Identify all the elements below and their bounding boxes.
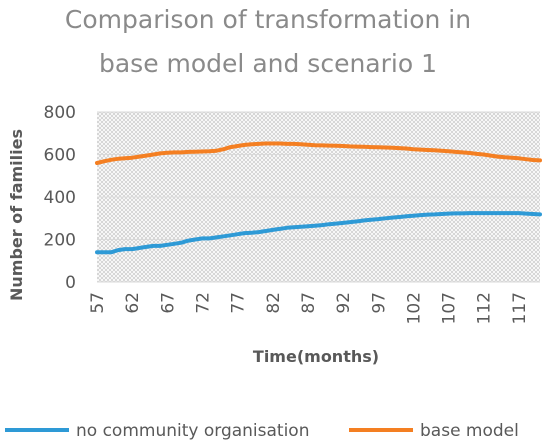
x-tick-label: 77	[229, 292, 249, 314]
x-tick-label: 92	[334, 292, 354, 314]
y-tick-labels: 0 200 400 600 800	[44, 103, 76, 293]
chart-title-line-1: Comparison of transformation in	[65, 5, 471, 34]
chart-title-line-2: base model and scenario 1	[99, 49, 437, 78]
y-tick-label: 0	[65, 273, 76, 293]
x-tick-label: 117	[510, 292, 530, 324]
x-tick-label: 72	[193, 292, 213, 314]
legend-label: base model	[420, 421, 519, 441]
x-tick-labels: 57 62 67 72 77 82 87 92 97 102 107 112 117	[88, 292, 530, 324]
x-tick-label: 102	[404, 292, 424, 324]
x-axis-title: Time(months)	[253, 347, 379, 366]
y-axis-title: Number of families	[7, 129, 26, 301]
x-tick-label: 57	[88, 292, 108, 314]
series-line-1	[95, 141, 542, 165]
series-line-0	[95, 211, 542, 255]
x-tick-label: 67	[158, 292, 178, 314]
y-tick-label: 400	[44, 188, 76, 208]
x-tick-label: 97	[369, 292, 389, 314]
x-tick-label: 87	[299, 292, 319, 314]
x-tick-label: 112	[475, 292, 495, 324]
y-tick-label: 200	[44, 231, 76, 251]
y-tick-label: 600	[44, 146, 76, 166]
x-tick-label: 107	[440, 292, 460, 324]
series-lines	[95, 141, 542, 255]
x-tick-label: 62	[123, 292, 143, 314]
legend-label: no community organisation	[76, 421, 309, 441]
y-tick-label: 800	[44, 103, 76, 123]
legend: no community organisation base model	[5, 421, 519, 441]
x-tick-label: 82	[264, 292, 284, 314]
